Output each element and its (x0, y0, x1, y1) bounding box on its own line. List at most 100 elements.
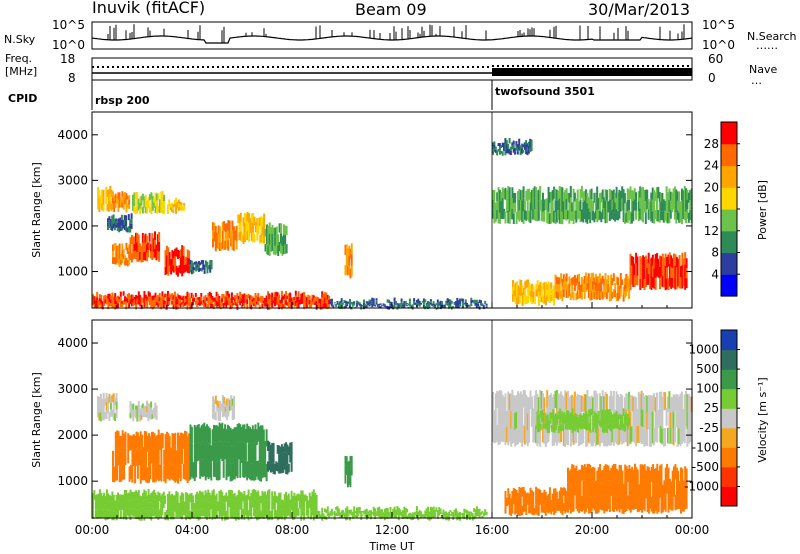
power-echo-cell (133, 192, 136, 200)
velocity-echo-cell (553, 394, 556, 412)
power-echo-cell (105, 195, 108, 204)
power-echo-cell (326, 299, 329, 305)
power-echo-cell (143, 296, 146, 302)
power-echo-cell (381, 305, 384, 306)
power-echo-cell (517, 200, 519, 210)
power-echo-cell (215, 291, 218, 297)
power-echo-cell (533, 186, 536, 198)
power-echo-cell (168, 293, 171, 298)
velocity-echo-cell (561, 414, 564, 420)
velocity-echo-cell (581, 496, 583, 512)
velocity-echo-cell (148, 413, 151, 419)
power-echo-cell (546, 295, 549, 302)
power-echo-cell (550, 282, 553, 289)
power-echo-cell (123, 225, 126, 230)
power-echo-cell (198, 299, 201, 303)
velocity-echo-cell (125, 510, 128, 520)
power-echo-cell (611, 278, 614, 285)
power-echo-cell (408, 301, 411, 304)
velocity-echo-cell (636, 425, 639, 443)
velocity-echo-cell (202, 459, 204, 477)
velocity-echo-cell (675, 394, 678, 411)
velocity-echo-cell (94, 509, 97, 518)
power-echo-cell (103, 299, 106, 303)
power-echo-cell (514, 202, 517, 213)
velocity-echo-cell (554, 425, 557, 443)
power-echo-cell (434, 306, 436, 308)
power-echo-cell (497, 211, 500, 224)
velocity-echo-cell (119, 494, 122, 503)
power-echo-cell (178, 265, 181, 273)
power-echo-cell (655, 198, 658, 210)
velocity-echo-cell (551, 429, 554, 446)
velocity-echo-cell (558, 504, 561, 512)
velocity-echo-cell (267, 500, 269, 511)
power-echo-cell (361, 305, 364, 307)
velocity-echo-cell (321, 512, 324, 517)
power-echo-cell (182, 299, 185, 304)
velocity-echo-cell (685, 468, 688, 482)
power-echo-cell (145, 252, 148, 262)
power-echo-cell (683, 208, 686, 221)
velocity-echo-cell (262, 492, 265, 502)
velocity-echo-cell (235, 460, 238, 477)
velocity-echo-cell (646, 496, 649, 512)
power-echo-cell (615, 293, 618, 302)
power-echo-cell (186, 257, 189, 266)
velocity-echo-cell (542, 423, 545, 429)
velocity-echo-cell (604, 417, 607, 425)
power-echo-cell (322, 303, 325, 309)
velocity-echo-cell (99, 402, 102, 413)
velocity-echo-cell (643, 395, 646, 413)
velocity-echo-cell (267, 440, 269, 451)
velocity-echo-cell (354, 511, 357, 514)
power-echo-cell (553, 210, 556, 223)
velocity-echo-cell (128, 466, 131, 482)
velocity-echo-cell (278, 464, 281, 474)
velocity-echo-cell (604, 464, 607, 480)
velocity-echo-cell (559, 415, 562, 424)
power-echo-cell (365, 301, 368, 303)
velocity-echo-cell (615, 468, 618, 483)
power-echo-cell (263, 213, 266, 224)
velocity-echo-cell (138, 450, 141, 466)
velocity-echo-cell (188, 465, 191, 481)
power-echo-cell (535, 283, 538, 290)
velocity-echo-cell (133, 499, 136, 509)
velocity-echo-cell (208, 510, 211, 520)
power-echo-cell (106, 190, 109, 197)
velocity-echo-cell (393, 506, 396, 511)
velocity-echo-cell (597, 417, 600, 424)
velocity-echo-cell (279, 510, 282, 519)
power-echo-cell (501, 187, 504, 198)
power-echo-cell (158, 297, 161, 302)
power-echo-cell (247, 293, 250, 299)
velocity-echo-cell (97, 509, 100, 518)
power-echo-cell (596, 210, 599, 223)
power-echo-cell (146, 296, 149, 301)
velocity-echo-cell (585, 496, 588, 512)
power-echo-cell (582, 212, 585, 223)
velocity-echo-cell (386, 511, 389, 516)
velocity-echo-cell (590, 395, 593, 413)
power-echo-cell (400, 304, 403, 308)
power-echo-cell (685, 268, 688, 279)
velocity-echo-cell (598, 411, 601, 429)
velocity-echo-cell (179, 502, 182, 510)
velocity-echo-cell (215, 461, 218, 481)
velocity-echo-cell (673, 466, 675, 482)
velocity-echo-cell (285, 442, 288, 453)
power-echo-cell (275, 291, 278, 297)
velocity-colorbar-segment (721, 466, 737, 487)
power-echo-cell (399, 305, 402, 307)
velocity-echo-cell (137, 406, 140, 412)
velocity-echo-cell (161, 500, 164, 508)
velocity-echo-cell (555, 491, 558, 499)
velocity-echo-cell (381, 512, 384, 516)
power-echo-cell (213, 232, 216, 242)
velocity-echo-cell (420, 513, 423, 516)
velocity-echo-cell (213, 406, 216, 413)
power-echo-cell (126, 227, 129, 233)
power-echo-cell (186, 303, 189, 310)
velocity-echo-cell (135, 409, 137, 415)
